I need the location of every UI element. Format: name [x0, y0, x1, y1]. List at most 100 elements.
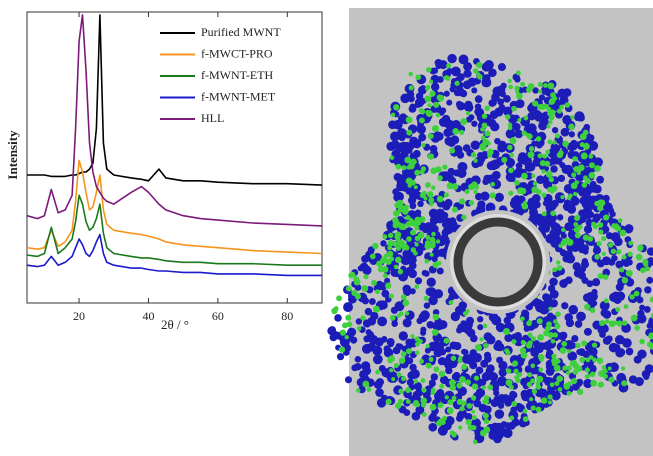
atom-green — [538, 367, 544, 373]
atom-green — [517, 187, 524, 195]
molecule-render — [327, 53, 653, 445]
atom-green — [568, 123, 575, 131]
atom-green — [547, 82, 555, 90]
atom — [485, 202, 496, 213]
atom-green — [584, 177, 591, 184]
atom — [546, 200, 557, 211]
atom — [457, 73, 465, 81]
atom — [643, 373, 650, 381]
atom — [430, 218, 438, 226]
atom — [515, 402, 523, 411]
atom-green — [473, 375, 480, 381]
atom-green — [474, 344, 482, 352]
atom-green — [598, 229, 604, 235]
atom-green — [517, 117, 522, 123]
atom-green — [608, 242, 614, 248]
atom-green — [386, 250, 394, 258]
atom-green — [442, 164, 448, 170]
atom — [611, 291, 620, 299]
atom — [489, 110, 499, 120]
atom — [567, 221, 576, 229]
atom — [444, 422, 452, 431]
atom-green — [362, 380, 370, 388]
atom — [471, 120, 478, 127]
atom-green — [523, 115, 529, 121]
atom-green — [511, 105, 517, 112]
atom-green — [601, 365, 607, 370]
atom-green — [413, 379, 419, 384]
atom — [535, 344, 544, 354]
atom — [601, 256, 611, 266]
atom-green — [607, 366, 612, 371]
atom — [396, 142, 406, 152]
atom — [529, 208, 539, 218]
atom-green — [456, 398, 463, 406]
atom — [435, 215, 445, 224]
atom — [458, 409, 468, 419]
atom-green — [360, 315, 366, 321]
atom-green — [382, 273, 388, 279]
atom — [457, 161, 468, 172]
atom — [447, 138, 456, 148]
atom — [518, 152, 527, 161]
atom-green — [405, 399, 411, 405]
atom-green — [532, 181, 538, 186]
atom-green — [507, 144, 513, 151]
atom — [374, 337, 384, 347]
atom-green — [464, 189, 470, 195]
atom-green — [570, 115, 575, 120]
atom-green — [404, 245, 410, 251]
atom-green — [429, 202, 434, 207]
atom — [497, 143, 507, 153]
atom-green — [634, 325, 640, 331]
atom — [461, 348, 468, 355]
atom-green — [446, 63, 452, 69]
atom — [503, 106, 513, 116]
atom-green — [393, 362, 399, 369]
atom-green — [512, 360, 519, 367]
legend-label: f-MWNT-ETH — [201, 68, 274, 82]
atom-green — [450, 355, 457, 361]
atom-green — [535, 136, 542, 142]
atom — [483, 174, 491, 183]
atom — [368, 298, 376, 305]
atom-green — [527, 83, 535, 90]
atom-green — [577, 224, 583, 230]
atom-green — [521, 203, 529, 210]
atom-green — [465, 419, 472, 426]
atom — [471, 87, 478, 94]
atom — [576, 348, 583, 356]
atom — [403, 409, 411, 417]
atom — [418, 85, 427, 95]
atom-green — [585, 357, 591, 363]
atom-green — [588, 153, 594, 159]
atom — [446, 99, 453, 106]
atom-green — [602, 214, 610, 221]
atom — [409, 152, 418, 161]
atom-green — [451, 395, 457, 401]
atom — [568, 131, 576, 138]
atom-green — [525, 342, 533, 349]
atom — [585, 188, 592, 195]
atom-green — [596, 357, 604, 364]
atom-green — [625, 269, 633, 277]
atom — [494, 137, 501, 145]
atom — [392, 346, 401, 355]
atom — [462, 144, 471, 152]
atom-green — [394, 256, 402, 264]
atom — [336, 352, 345, 361]
atom-green — [565, 370, 571, 376]
atom-green — [392, 241, 398, 247]
atom-green — [552, 332, 558, 338]
atom-green — [556, 151, 563, 159]
atom-green — [425, 86, 430, 91]
atom — [423, 302, 431, 309]
atom — [505, 128, 516, 139]
atom-green — [420, 378, 426, 383]
atom-green — [449, 384, 456, 391]
atom-green — [435, 239, 441, 244]
atom-green — [467, 424, 474, 431]
atom-green — [471, 383, 479, 390]
atom-green — [545, 149, 551, 155]
atom — [507, 395, 516, 403]
